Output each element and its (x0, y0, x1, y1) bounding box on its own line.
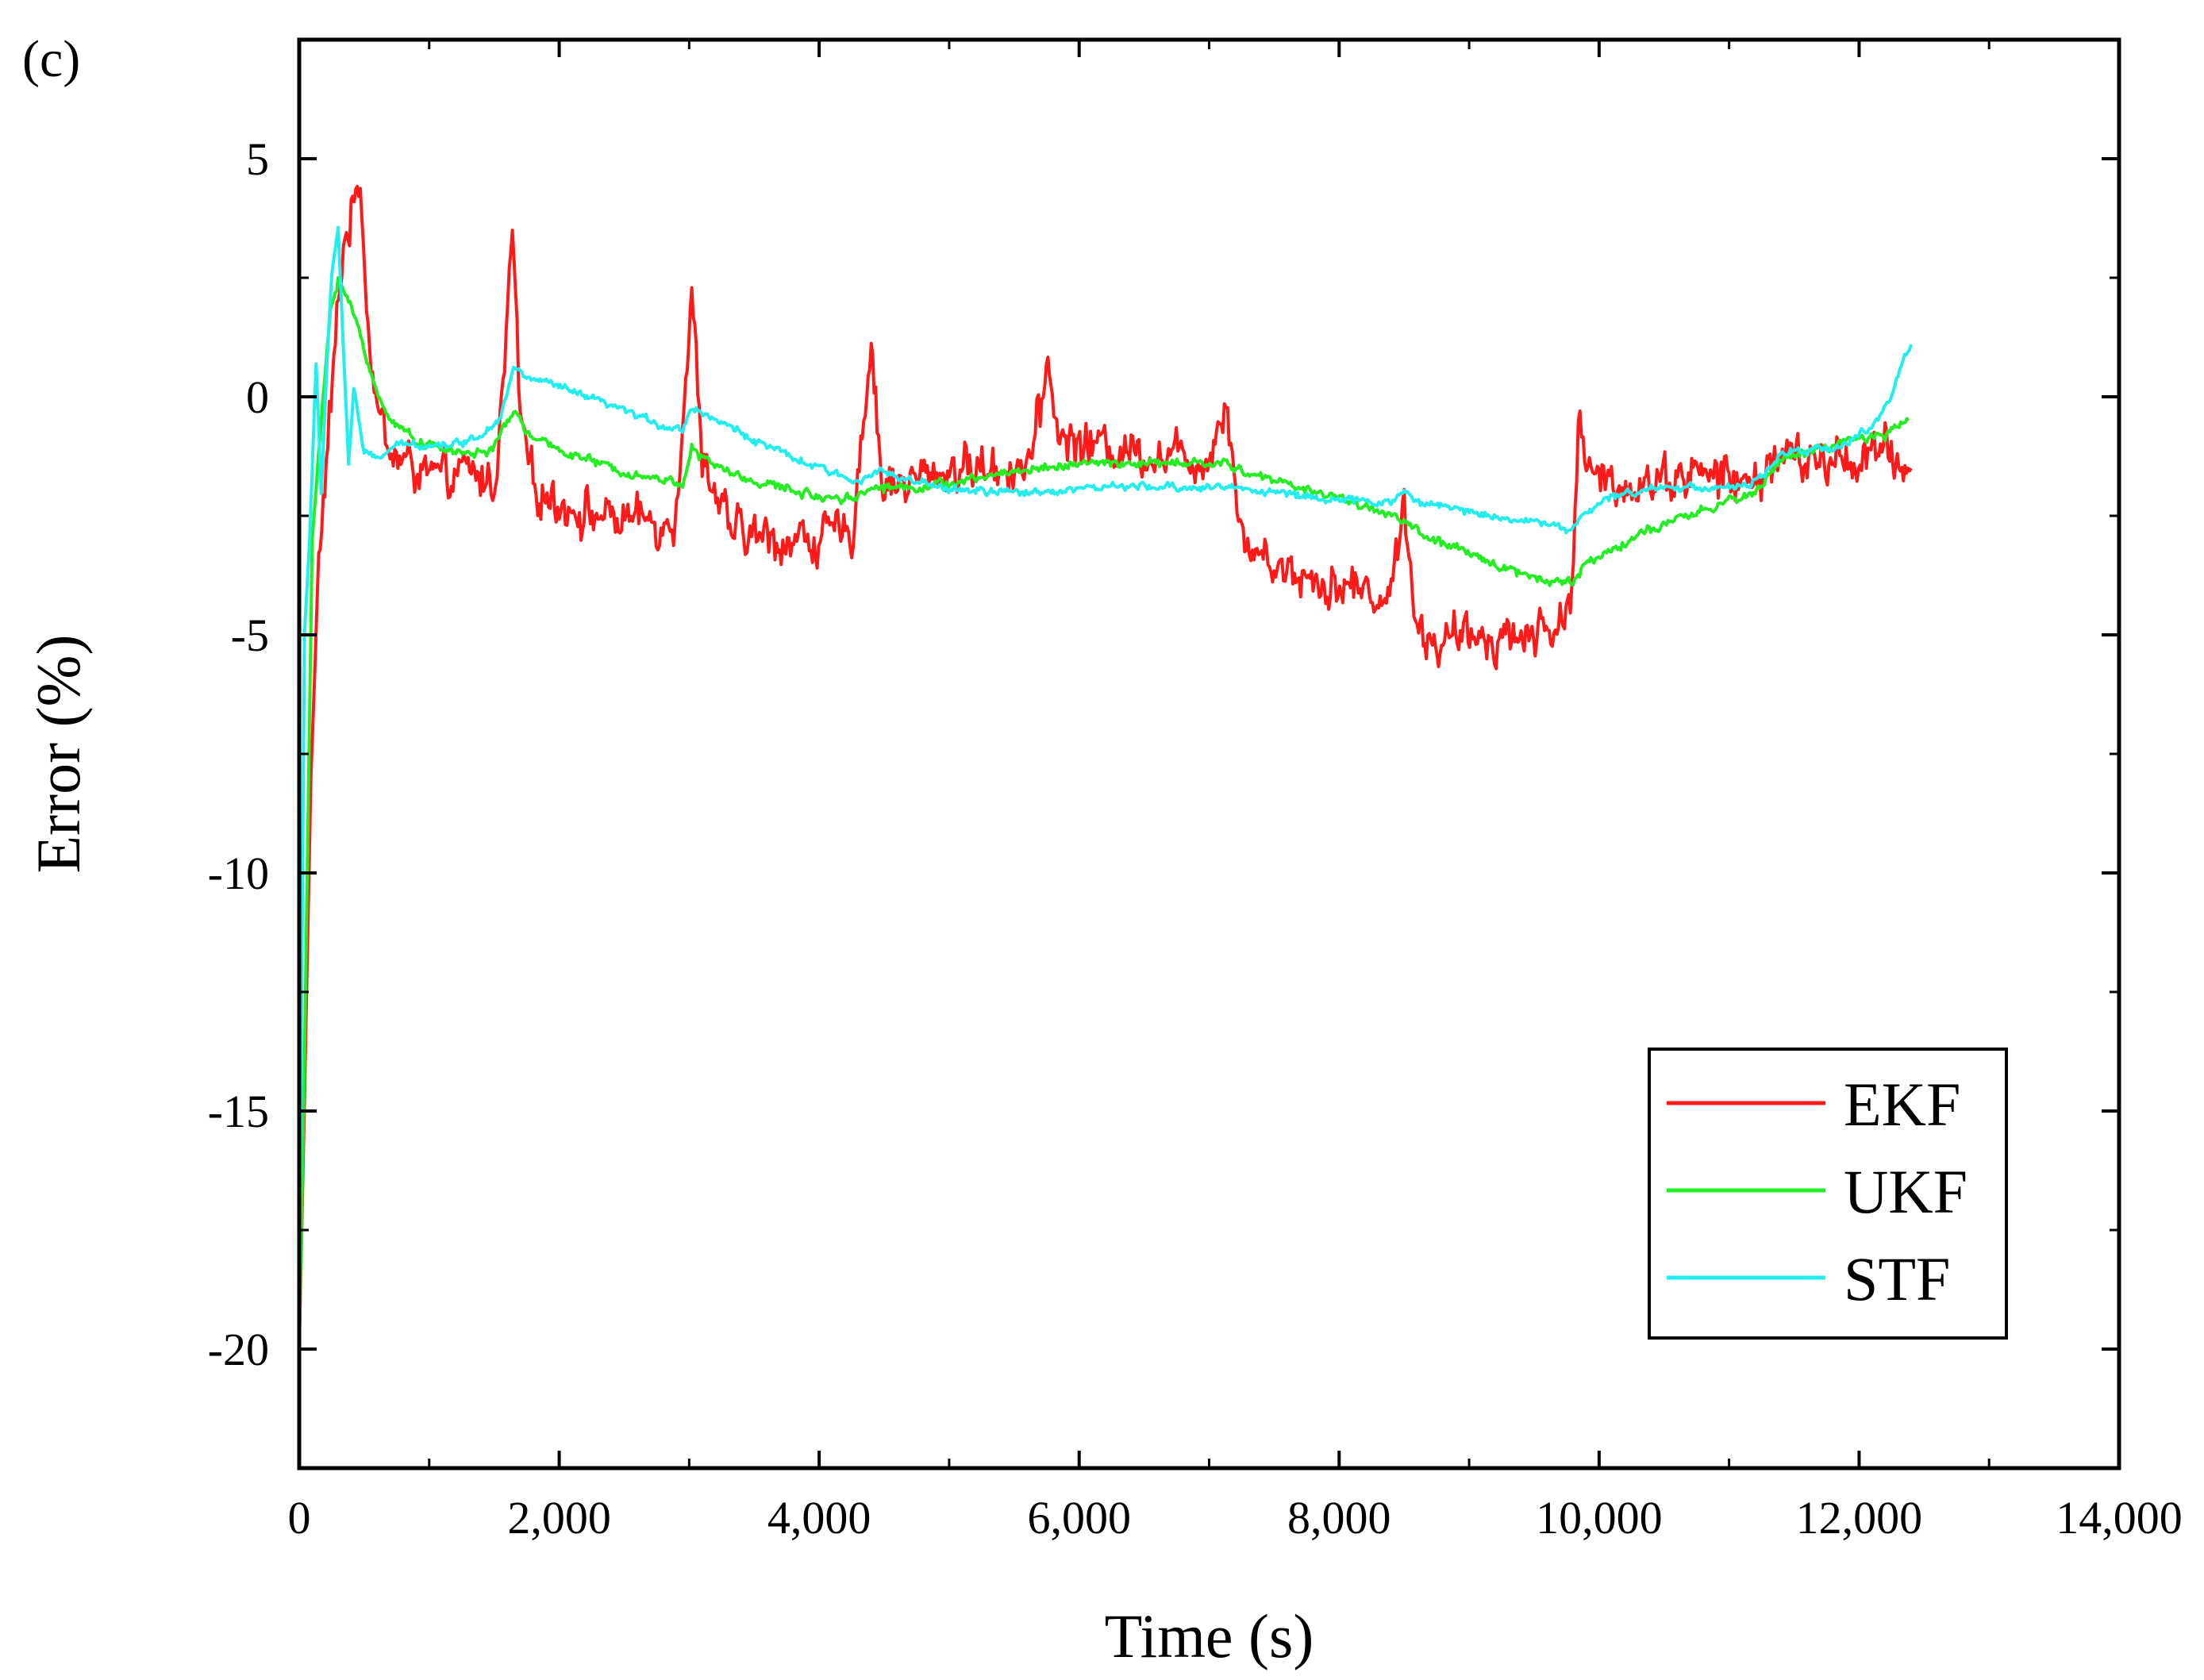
x-tick-label: 10,000 (1536, 1492, 1663, 1544)
y-tick-label: 5 (246, 133, 269, 185)
series-line-ekf (298, 184, 1913, 1350)
x-tick-label: 0 (288, 1492, 311, 1544)
y-tick-label: -5 (231, 609, 269, 661)
x-axis-title: Time (s) (1105, 1601, 1314, 1670)
legend-label-ukf: UKF (1844, 1157, 1967, 1226)
y-tick-label: -10 (208, 848, 269, 899)
series-layer (298, 184, 1913, 1350)
x-tick-label: 12,000 (1796, 1492, 1923, 1544)
y-tick-label: -15 (208, 1086, 269, 1137)
y-axis-title: Error (%) (24, 635, 93, 874)
legend-label-ekf: EKF (1844, 1070, 1960, 1139)
legend-label-stf: STF (1844, 1244, 1950, 1313)
series-line-stf (298, 225, 1913, 1302)
x-axis: 0 2,000 4,000 6,000 8,000 10,000 12,000 14,000 (288, 40, 2183, 1544)
x-tick-label: 6,000 (1027, 1492, 1131, 1544)
x-tick-label: 2,000 (507, 1492, 611, 1544)
x-tick-label: 14,000 (2056, 1492, 2183, 1544)
x-tick-label: 4,000 (767, 1492, 871, 1544)
panel-label: (c) (22, 30, 80, 88)
x-tick-label: 8,000 (1287, 1492, 1391, 1544)
y-tick-label: -20 (208, 1324, 269, 1375)
legend: EKF UKF STF (1648, 1048, 2008, 1340)
legend-box (1648, 1048, 2008, 1340)
y-tick-label: 0 (246, 371, 269, 423)
series-line-ukf (298, 276, 1910, 1350)
y-axis: -20 -15 -10 -5 0 5 (208, 133, 2119, 1375)
